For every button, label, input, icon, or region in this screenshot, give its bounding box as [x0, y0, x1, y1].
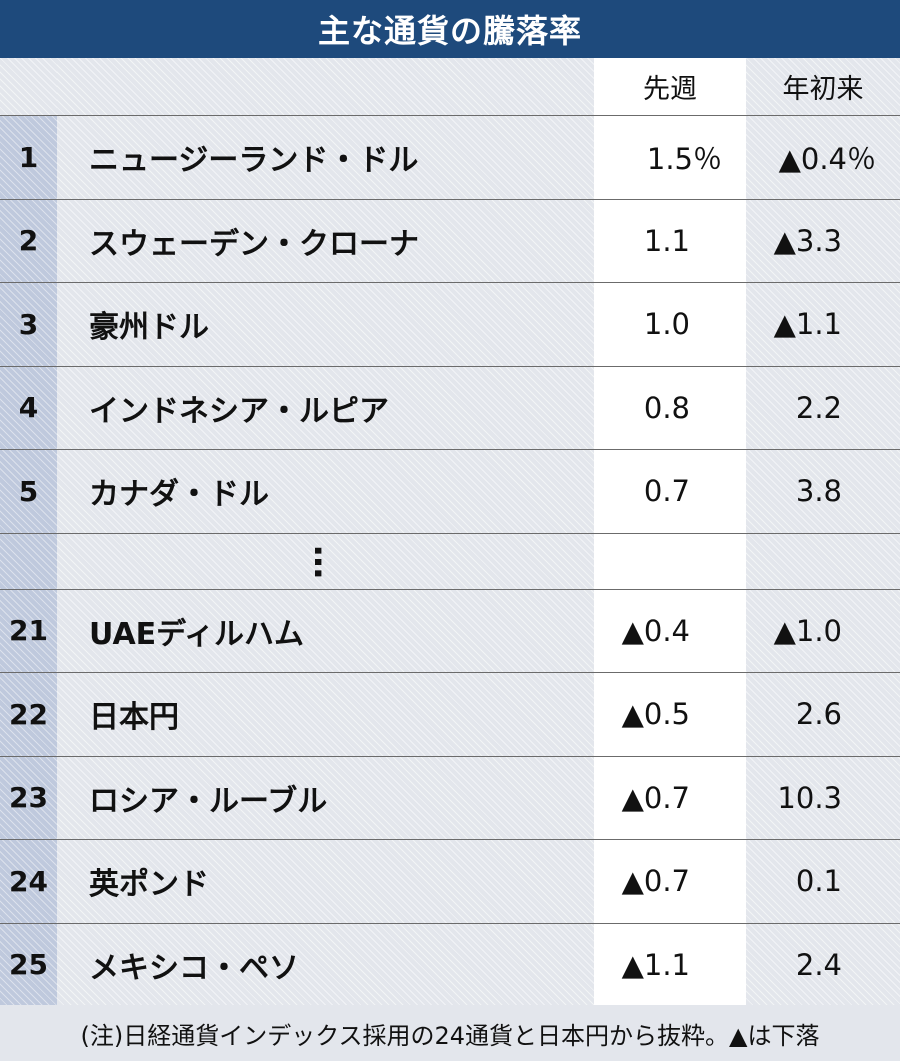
ytd-change-value: ▲1.0 [746, 589, 900, 672]
ytd-change-value: 2.2 [746, 366, 900, 449]
currency-name: 英ポンド [57, 840, 594, 923]
week-change-value: 1.0 [594, 283, 746, 366]
header-week: 先週 [594, 58, 746, 115]
rank-cell: 4 [0, 366, 57, 449]
currency-name: ニュージーランド・ドル [57, 116, 594, 199]
rank-cell: 25 [0, 923, 57, 1006]
ytd-change-value: 10.3 [746, 756, 900, 839]
rank-cell: 23 [0, 756, 57, 839]
ellipsis-row: … [0, 533, 900, 590]
ytd-change-value: 0.1 [746, 840, 900, 923]
currency-name: メキシコ・ペソ [57, 923, 594, 1006]
week-change-value: ▲1.1 [594, 923, 746, 1006]
header-rank-cell [0, 58, 57, 115]
rank-cell: 24 [0, 840, 57, 923]
rank-cell: 1 [0, 116, 57, 199]
table-row: 5 カナダ・ドル 0.7 3.8 [0, 450, 900, 534]
rank-cell: 3 [0, 283, 57, 366]
table-row: 22 日本円 ▲0.5 2.6 [0, 673, 900, 757]
rank-cell: 5 [0, 450, 57, 533]
chart-title: 主な通貨の騰落率 [0, 0, 900, 58]
week-change-value: ▲0.7 [594, 840, 746, 923]
table-row: 3 豪州ドル 1.0 ▲1.1 [0, 283, 900, 367]
header-name-cell [57, 58, 594, 115]
table-row: 23 ロシア・ルーブル ▲0.7 10.3 [0, 756, 900, 840]
rank-cell: 21 [0, 589, 57, 672]
table-row: 24 英ポンド ▲0.7 0.1 [0, 840, 900, 924]
week-change-value: ▲0.7 [594, 756, 746, 839]
table-row: 2 スウェーデン・クローナ 1.1 ▲3.3 [0, 199, 900, 283]
week-change-value: ▲0.4 [594, 589, 746, 672]
ellipsis-rank-cell [0, 533, 57, 589]
table-row: 21 UAEディルハム ▲0.4 ▲1.0 [0, 589, 900, 673]
currency-name: インドネシア・ルピア [57, 366, 594, 449]
ytd-change-value: ▲1.1 [746, 283, 900, 366]
week-change-value: 0.8 [594, 366, 746, 449]
ytd-change-value: 2.4 [746, 923, 900, 1006]
table-row: 25 メキシコ・ペソ ▲1.1 2.4 [0, 923, 900, 1007]
ytd-change-value: 2.6 [746, 673, 900, 756]
week-change-value: ▲0.5 [594, 673, 746, 756]
currency-name: 日本円 [57, 673, 594, 756]
currency-table: 先週 年初来 1 ニュージーランド・ドル 1.5％ ▲0.4％ 2 スウェーデン・クローナ 1.… [0, 58, 900, 1007]
currency-name: スウェーデン・クローナ [57, 199, 594, 282]
table-row: 4 インドネシア・ルピア 0.8 2.2 [0, 366, 900, 450]
ellipsis-ytd-cell [746, 533, 900, 589]
table-header-row: 先週 年初来 [0, 58, 900, 116]
table-row: 1 ニュージーランド・ドル 1.5％ ▲0.4％ [0, 116, 900, 200]
currency-name: UAEディルハム [57, 589, 594, 672]
header-ytd: 年初来 [746, 58, 900, 115]
ytd-change-value: ▲0.4％ [746, 116, 900, 199]
currency-name: ロシア・ルーブル [57, 756, 594, 839]
currency-name: カナダ・ドル [57, 450, 594, 533]
ellipsis-week-cell [594, 533, 746, 589]
ellipsis-glyph: … [305, 545, 346, 577]
week-change-value: 1.1 [594, 199, 746, 282]
week-change-value: 1.5％ [594, 116, 746, 199]
ellipsis-mark: … [57, 533, 594, 589]
ytd-change-value: 3.8 [746, 450, 900, 533]
rank-cell: 2 [0, 199, 57, 282]
ytd-change-value: ▲3.3 [746, 199, 900, 282]
rank-cell: 22 [0, 673, 57, 756]
currency-name: 豪州ドル [57, 283, 594, 366]
footnote: (注)日経通貨インデックス採用の24通貨と日本円から抜粋。▲は下落 [0, 1005, 900, 1061]
week-change-value: 0.7 [594, 450, 746, 533]
